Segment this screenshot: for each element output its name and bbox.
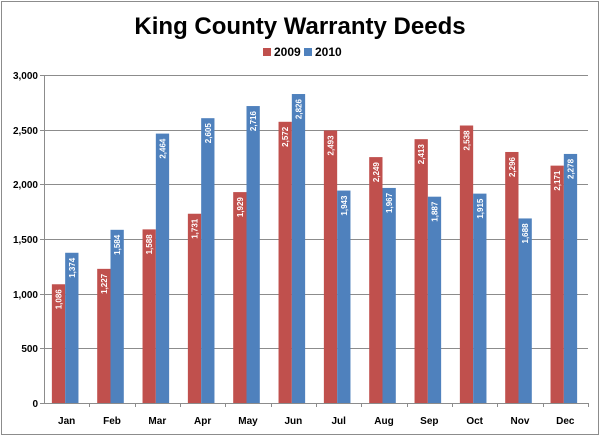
- data-label: 2,249: [372, 162, 381, 183]
- data-label: 2,296: [508, 156, 517, 177]
- bar-2009-oct: [459, 125, 474, 404]
- bar-2010-aug: [382, 187, 396, 403]
- y-tick-label: 1,500: [13, 235, 38, 246]
- data-label: 1,584: [113, 234, 122, 255]
- data-label: 2,278: [566, 158, 575, 179]
- data-label: 1,967: [385, 192, 394, 213]
- bar-2010-jul: [337, 190, 351, 403]
- bar-2009-nov: [505, 151, 519, 403]
- bars: [51, 94, 578, 404]
- bar-2010-jan: [65, 252, 79, 403]
- bar-2009-sep: [414, 139, 428, 404]
- data-label: 2,413: [417, 144, 426, 165]
- data-label: 2,572: [281, 126, 290, 147]
- x-tick-label: Feb: [103, 416, 121, 427]
- y-tick-label: 1,000: [13, 290, 38, 301]
- y-tick-label: 3,000: [13, 71, 38, 82]
- legend: 2009 2010: [263, 45, 342, 59]
- x-tick-label: Aug: [374, 416, 393, 427]
- bar-2009-jul: [323, 130, 338, 403]
- bar-2009-aug: [369, 157, 383, 403]
- x-tick-label: Jul: [331, 416, 346, 427]
- bar-2009-dec: [550, 165, 564, 403]
- data-label: 2,171: [553, 170, 562, 191]
- bar-2009-feb: [97, 268, 111, 403]
- data-label: 1,929: [236, 197, 245, 218]
- legend-label-2009: 2009: [274, 45, 301, 59]
- bar-2009-jun: [278, 121, 292, 403]
- data-label: 1,588: [145, 234, 154, 255]
- x-tick-label: Dec: [556, 416, 575, 427]
- x-tick-label: Apr: [194, 416, 211, 427]
- bar-2009-apr: [187, 213, 202, 403]
- data-label: 1,227: [100, 273, 109, 294]
- bar-2010-may: [246, 106, 260, 404]
- bar-2009-jan: [51, 284, 66, 403]
- data-label: 1,374: [68, 257, 77, 278]
- data-label: 1,943: [340, 195, 349, 216]
- legend-swatch-2009: [263, 48, 271, 56]
- x-tick-label: Jan: [58, 416, 75, 427]
- bar-2010-mar: [155, 133, 170, 403]
- bar-2010-apr: [201, 118, 215, 403]
- x-tick-label: Nov: [511, 416, 530, 427]
- bar-2010-jun: [291, 94, 306, 404]
- bar-2010-nov: [518, 218, 532, 403]
- data-label: 2,716: [249, 111, 258, 132]
- bar-2010-sep: [427, 196, 442, 403]
- x-tick-label: Sep: [420, 416, 438, 427]
- data-label: 1,887: [430, 201, 439, 222]
- data-label: 2,605: [204, 123, 213, 144]
- data-labels: 1,086 1,374 1,227 1,584 1,588 2,464 1,731 2,605…: [55, 98, 576, 309]
- data-label: 2,493: [327, 135, 336, 156]
- data-label: 2,538: [463, 130, 472, 151]
- data-label: 2,826: [294, 98, 303, 119]
- legend-label-2010: 2010: [315, 45, 342, 59]
- data-label: 1,915: [476, 198, 485, 219]
- x-tick-label: Jun: [284, 416, 302, 427]
- data-label: 2,464: [158, 138, 167, 159]
- legend-swatch-2010: [304, 48, 312, 56]
- y-tick-label: 2,500: [13, 126, 38, 137]
- bar-2009-may: [233, 192, 247, 403]
- y-tick-label: 2,000: [13, 180, 38, 191]
- bar-2010-dec: [563, 153, 578, 403]
- chart-title: King County Warranty Deeds: [134, 13, 465, 40]
- x-tick-label: Mar: [148, 416, 166, 427]
- data-label: 1,086: [55, 289, 64, 310]
- bar-2010-feb: [110, 229, 124, 403]
- data-label: 1,731: [191, 218, 200, 239]
- x-tick-label: Oct: [466, 416, 483, 427]
- bar-2009-mar: [142, 229, 156, 403]
- x-axis: Jan Feb Mar Apr May Jun Jul Aug Sep Oct Nov Dec: [44, 403, 589, 427]
- data-label: 1,688: [521, 223, 530, 244]
- bar-2010-oct: [473, 193, 487, 403]
- y-tick-label: 500: [21, 344, 38, 355]
- y-tick-label: 0: [32, 399, 38, 410]
- x-tick-label: May: [238, 416, 258, 427]
- y-axis: 0 500 1,000 1,500 2,000 2,500 3,000: [13, 71, 45, 410]
